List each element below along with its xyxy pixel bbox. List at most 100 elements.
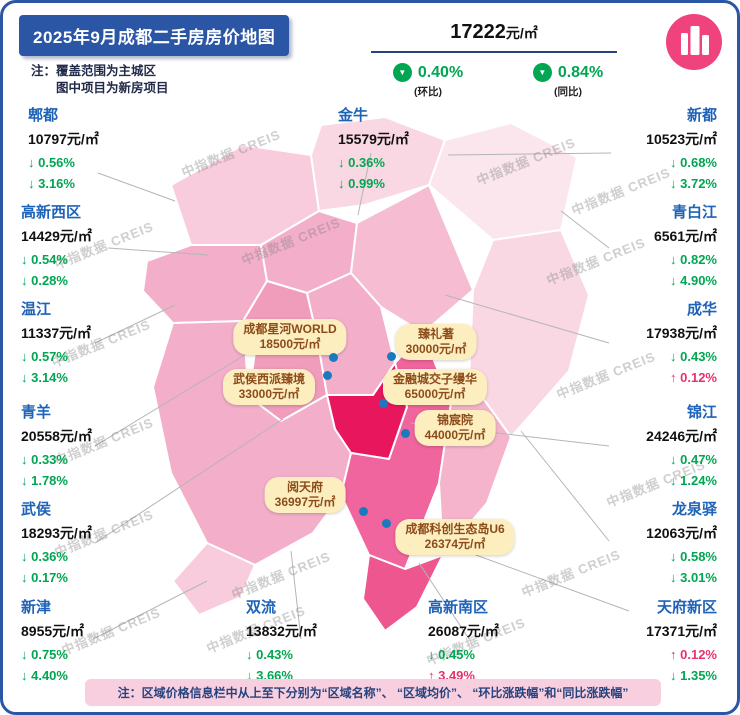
average-price-value: 17222 (450, 21, 506, 43)
region-xinjin (172, 542, 256, 616)
district-card-qingbaijiang: 青白江 6561元/㎡ ↓ 0.82% ↓ 4.90% (654, 203, 717, 291)
district-card-xinjin: 新津 8955元/㎡ ↓ 0.75% ↓ 4.40% (21, 598, 84, 686)
project-name: 成都科创生态岛U6 (405, 522, 505, 536)
district-yoy: ↓ 3.72% (670, 176, 717, 191)
district-mom: ↓ 0.56% (28, 155, 75, 170)
district-mom: ↓ 0.36% (338, 155, 385, 170)
district-price: 8955元/㎡ (21, 623, 85, 639)
district-mom: ↓ 0.43% (246, 647, 293, 662)
yoy-value: 0.84% (557, 63, 604, 81)
district-card-jinjiang: 锦江 24246元/㎡ ↓ 0.47% ↓ 1.24% (646, 403, 717, 491)
project-dot (329, 353, 338, 362)
district-yoy: ↓ 4.90% (670, 273, 717, 288)
project-dot (382, 519, 391, 528)
project-price: 18500元/㎡ (259, 337, 321, 351)
district-yoy: ↓ 4.40% (21, 668, 68, 683)
coverage-note: 注：覆盖范围为主城区 图中项目为新房项目 (31, 63, 169, 97)
project-pill-jinchenyuan: 锦宸院 44000元/㎡ (414, 410, 496, 446)
district-card-jinniu: 金牛 15579元/㎡ ↓ 0.36% ↓ 0.99% (338, 106, 409, 194)
district-card-wuhou: 武侯 18293元/㎡ ↓ 0.36% ↓ 0.17% (21, 500, 92, 588)
region-tianfu-tail (362, 554, 444, 632)
district-yoy: ↓ 1.35% (670, 668, 717, 683)
district-card-shuangliu: 双流 13832元/㎡ ↓ 0.43% ↓ 3.66% (246, 598, 317, 686)
district-yoy: ↓ 0.99% (338, 176, 385, 191)
project-price: 26374元/㎡ (424, 537, 486, 551)
district-price: 17938元/㎡ (646, 325, 717, 341)
district-name: 新津 (21, 599, 52, 616)
project-dot (387, 352, 396, 361)
yoy-indicator: ▼ 0.84% (同比) (507, 63, 629, 99)
district-name: 双流 (246, 599, 277, 616)
footer-note: 注：区域价格信息栏中从上至下分别为“区域名称”、 “区域均价”、 “环比涨跌幅”… (85, 679, 661, 706)
district-card-qingyang: 青羊 20558元/㎡ ↓ 0.33% ↓ 1.78% (21, 403, 92, 491)
project-name: 阅天府 (286, 480, 323, 494)
project-price: 30000元/㎡ (405, 342, 467, 356)
district-mom: ↓ 0.43% (670, 349, 717, 364)
district-name: 成华 (686, 301, 717, 318)
district-yoy: ↓ 3.14% (21, 370, 68, 385)
divider (371, 51, 617, 53)
project-name: 武侯西派臻境 (232, 372, 306, 386)
district-mom: ↓ 0.45% (428, 647, 475, 662)
district-price: 18293元/㎡ (21, 525, 92, 541)
mom-indicator: ▼ 0.40% (环比) (367, 63, 489, 99)
district-yoy: ↓ 3.01% (670, 570, 717, 585)
project-name: 臻礼著 (417, 327, 454, 341)
district-name: 锦江 (686, 404, 717, 421)
district-yoy: ↓ 3.16% (28, 176, 75, 191)
project-price: 36997元/㎡ (274, 495, 336, 509)
district-mom: ↓ 0.47% (670, 452, 717, 467)
mom-label: (环比) (414, 86, 442, 98)
district-card-gaoxin-west: 高新西区 14429元/㎡ ↓ 0.54% ↓ 0.28% (21, 203, 92, 291)
district-price: 6561元/㎡ (653, 228, 717, 244)
district-mom: ↓ 0.58% (670, 549, 717, 564)
district-name: 高新南区 (428, 599, 489, 616)
district-name: 郫都 (28, 107, 59, 124)
district-card-xindu: 新都 10523元/㎡ ↓ 0.68% ↓ 3.72% (646, 106, 717, 194)
district-card-chenghua: 成华 17938元/㎡ ↓ 0.43% ↑ 0.12% (646, 300, 717, 388)
district-name: 温江 (21, 301, 52, 318)
project-dot (401, 429, 410, 438)
creis-logo (665, 13, 723, 71)
district-price: 10523元/㎡ (646, 131, 717, 147)
district-mom: ↓ 0.36% (21, 549, 68, 564)
district-card-pidu: 郫都 10797元/㎡ ↓ 0.56% ↓ 3.16% (28, 106, 99, 194)
coverage-note-line1: 注：覆盖范围为主城区 (31, 64, 157, 78)
district-price: 12063元/㎡ (646, 525, 717, 541)
district-name: 天府新区 (656, 599, 717, 616)
project-dot (359, 507, 368, 516)
creis-logo-icon (666, 14, 722, 70)
project-pill-jiaozi-manhua: 金融城交子缦华 65000元/㎡ (382, 369, 488, 405)
project-pill-xipai-zhenjing: 武侯西派臻境 33000元/㎡ (222, 369, 316, 405)
district-price: 24246元/㎡ (646, 428, 717, 444)
district-mom: ↓ 0.57% (21, 349, 68, 364)
district-mom: ↑ 0.12% (670, 647, 717, 662)
district-price: 13832元/㎡ (246, 623, 317, 639)
district-card-wenjiang: 温江 11337元/㎡ ↓ 0.57% ↓ 3.14% (21, 300, 91, 388)
district-name: 青白江 (671, 204, 717, 221)
down-arrow-icon: ▼ (532, 63, 552, 82)
coverage-note-line2: 图中项目为新房项目 (56, 81, 169, 95)
mom-value: 0.40% (417, 63, 464, 81)
district-name: 新都 (686, 107, 717, 124)
page-title: 2025年9月成都二手房房价地图 (19, 15, 290, 56)
region-longquanyi (468, 229, 590, 438)
district-yoy: ↓ 1.78% (21, 473, 68, 488)
district-card-tianfu: 天府新区 17371元/㎡ ↑ 0.12% ↓ 1.35% (646, 598, 717, 686)
project-pill-xinghe-world: 成都星河WORLD 18500元/㎡ (233, 319, 347, 355)
average-price-unit: 元/㎡ (505, 25, 538, 41)
district-price: 10797元/㎡ (28, 131, 99, 147)
project-pill-zhenlizhu: 臻礼著 30000元/㎡ (395, 324, 477, 360)
district-price: 11337元/㎡ (21, 325, 92, 341)
project-pill-yuetianfu: 阅天府 36997元/㎡ (264, 477, 346, 513)
district-name: 武侯 (21, 501, 52, 518)
project-name: 金融城交子缦华 (392, 372, 478, 386)
project-price: 44000元/㎡ (424, 428, 486, 442)
down-arrow-icon: ▼ (392, 63, 412, 82)
district-yoy: ↓ 0.17% (21, 570, 68, 585)
district-name: 龙泉驿 (671, 501, 717, 518)
project-dot (379, 399, 388, 408)
average-price: 17222元/㎡ (371, 21, 617, 44)
district-yoy: ↓ 0.28% (21, 273, 68, 288)
